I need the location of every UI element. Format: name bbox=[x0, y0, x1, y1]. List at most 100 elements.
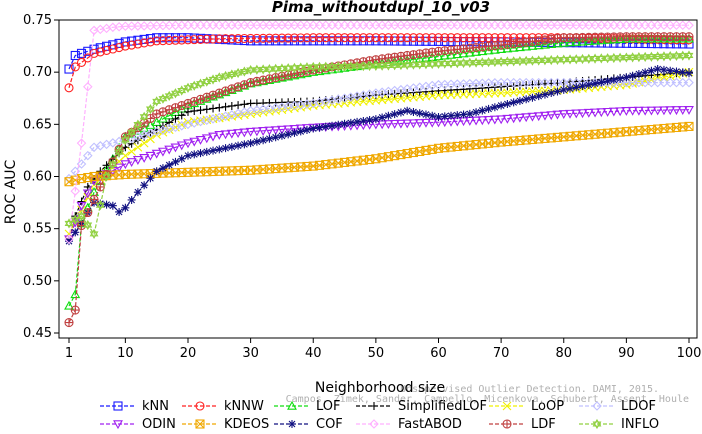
data-point bbox=[477, 33, 487, 43]
data-point bbox=[315, 123, 324, 132]
data-point bbox=[102, 200, 111, 209]
data-point bbox=[578, 82, 587, 91]
data-point bbox=[276, 125, 287, 135]
data-point bbox=[165, 161, 174, 170]
data-point bbox=[358, 61, 368, 72]
x-tick-label: 40 bbox=[305, 346, 322, 361]
data-point bbox=[139, 138, 149, 148]
data-point bbox=[408, 20, 419, 30]
data-point bbox=[283, 33, 293, 43]
data-point bbox=[164, 145, 175, 155]
series-inflo bbox=[64, 50, 694, 239]
legend-label: LOF bbox=[316, 399, 341, 414]
data-point bbox=[227, 69, 237, 80]
data-point bbox=[89, 48, 99, 58]
data-point bbox=[170, 33, 181, 43]
data-point bbox=[415, 59, 425, 70]
data-point bbox=[83, 207, 93, 218]
data-point bbox=[496, 77, 506, 88]
series-markers bbox=[64, 121, 694, 187]
data-point bbox=[145, 120, 156, 129]
data-point bbox=[189, 137, 200, 147]
data-point bbox=[565, 109, 575, 119]
data-point bbox=[596, 20, 607, 30]
data-point bbox=[121, 203, 130, 212]
data-point bbox=[640, 77, 650, 88]
data-point bbox=[346, 118, 355, 127]
data-point bbox=[340, 33, 350, 43]
data-point bbox=[377, 20, 387, 30]
data-point bbox=[521, 20, 531, 30]
legend-item-odin: ODIN bbox=[100, 417, 176, 432]
data-point bbox=[527, 20, 538, 30]
data-point bbox=[433, 46, 444, 56]
data-point bbox=[371, 20, 381, 30]
data-point bbox=[527, 40, 538, 50]
data-point bbox=[164, 20, 174, 31]
data-point bbox=[559, 85, 568, 94]
plot-area bbox=[58, 19, 698, 339]
data-point bbox=[171, 88, 180, 99]
data-point bbox=[659, 77, 669, 88]
data-point bbox=[446, 20, 456, 30]
data-point bbox=[246, 78, 256, 88]
data-point bbox=[152, 96, 162, 107]
data-point bbox=[183, 139, 193, 149]
data-point bbox=[402, 33, 412, 43]
data-point bbox=[277, 36, 287, 46]
data-point bbox=[558, 37, 569, 47]
data-point bbox=[509, 56, 519, 67]
data-point bbox=[609, 52, 619, 64]
data-point bbox=[489, 115, 500, 125]
data-point bbox=[621, 20, 632, 30]
x-tick-label: 10 bbox=[117, 346, 134, 361]
legend-item-fastabod: FastABOD bbox=[356, 417, 462, 432]
data-point bbox=[183, 151, 192, 160]
data-point bbox=[176, 141, 187, 151]
data-point bbox=[102, 161, 111, 170]
data-point bbox=[390, 33, 400, 43]
data-point bbox=[352, 33, 362, 43]
data-point bbox=[447, 111, 456, 120]
plot-frame bbox=[58, 19, 698, 339]
data-point bbox=[64, 218, 74, 229]
data-point bbox=[502, 114, 513, 124]
data-point bbox=[246, 139, 255, 148]
data-point bbox=[302, 125, 311, 134]
data-point bbox=[440, 33, 450, 43]
data-point bbox=[308, 61, 318, 73]
data-point bbox=[383, 33, 393, 43]
data-point bbox=[571, 109, 582, 119]
data-point bbox=[234, 101, 243, 110]
data-point bbox=[439, 20, 450, 30]
data-point bbox=[221, 102, 230, 111]
data-point bbox=[289, 124, 300, 134]
legend-marker bbox=[370, 402, 378, 410]
data-point bbox=[64, 64, 74, 74]
data-point bbox=[666, 66, 675, 75]
legend-item-cof: COF bbox=[274, 417, 343, 432]
data-point bbox=[120, 134, 130, 146]
data-point bbox=[414, 20, 425, 30]
legend-marker bbox=[502, 401, 512, 411]
data-point bbox=[609, 20, 619, 30]
series-markers bbox=[64, 20, 694, 244]
data-point bbox=[346, 33, 356, 43]
data-point bbox=[440, 112, 449, 121]
legend-marker bbox=[195, 401, 205, 411]
data-point bbox=[634, 77, 644, 88]
data-point bbox=[533, 112, 544, 122]
data-point bbox=[233, 82, 243, 92]
data-point bbox=[220, 130, 231, 140]
data-point bbox=[102, 171, 112, 182]
data-point bbox=[653, 51, 663, 62]
data-point bbox=[145, 104, 155, 115]
data-point bbox=[108, 138, 118, 148]
data-point bbox=[471, 33, 481, 43]
data-point bbox=[296, 62, 306, 73]
y-tick-label: 0.50 bbox=[23, 274, 52, 289]
data-point bbox=[627, 20, 638, 30]
data-point bbox=[458, 20, 469, 30]
data-point bbox=[616, 74, 625, 83]
data-point bbox=[283, 63, 293, 74]
